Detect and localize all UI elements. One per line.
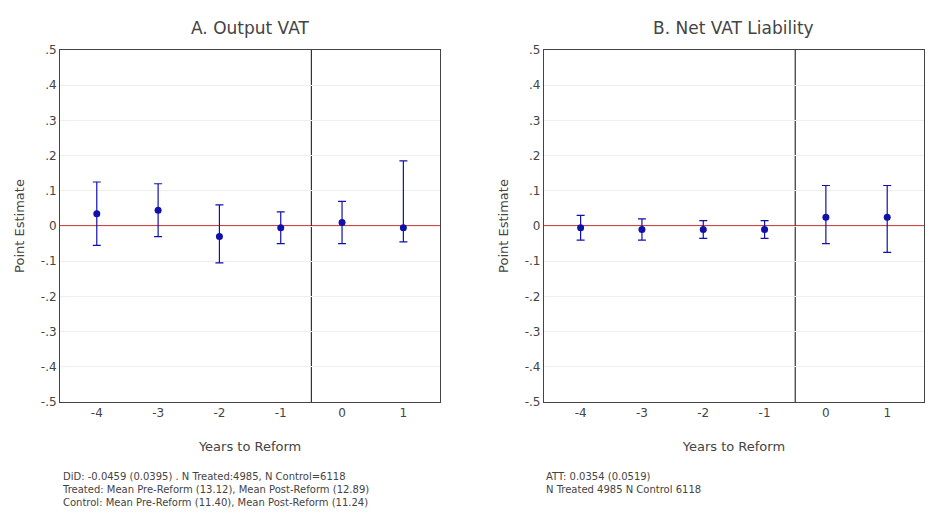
svg-text:.1: .1 [529, 184, 540, 198]
svg-text:Years to Reform: Years to Reform [682, 439, 785, 454]
svg-text:.5: .5 [529, 43, 540, 57]
svg-text:-3: -3 [152, 406, 164, 420]
svg-text:-4: -4 [575, 406, 587, 420]
svg-text:.3: .3 [529, 114, 540, 128]
svg-text:ATT: 0.0354 (0.0519)N Treated: ATT: 0.0354 (0.0519)N Treated 4985 N Con… [546, 471, 701, 495]
svg-text:0: 0 [822, 406, 830, 420]
svg-text:-.5: -.5 [41, 395, 57, 409]
svg-text:Point Estimate: Point Estimate [12, 179, 27, 273]
svg-text:.5: .5 [45, 43, 56, 57]
svg-text:.4: .4 [45, 78, 56, 92]
svg-text:-2: -2 [213, 406, 225, 420]
svg-text:-1: -1 [759, 406, 771, 420]
svg-text:0: 0 [533, 219, 541, 233]
svg-text:1: 1 [883, 406, 891, 420]
svg-text:-.1: -.1 [41, 254, 57, 268]
svg-text:.4: .4 [529, 78, 540, 92]
svg-text:-2: -2 [697, 406, 709, 420]
svg-text:0: 0 [338, 406, 346, 420]
svg-text:-.4: -.4 [41, 360, 57, 374]
svg-text:.1: .1 [45, 184, 56, 198]
svg-text:Years to Reform: Years to Reform [198, 439, 301, 454]
svg-text:-.3: -.3 [525, 325, 541, 339]
svg-text:1: 1 [400, 406, 408, 420]
svg-text:-4: -4 [91, 406, 103, 420]
svg-text:B. Net VAT Liability: B. Net VAT Liability [653, 18, 814, 38]
svg-text:-.1: -.1 [525, 254, 541, 268]
svg-text:A. Output VAT: A. Output VAT [191, 18, 309, 38]
svg-text:0: 0 [49, 219, 57, 233]
svg-text:-.2: -.2 [41, 290, 57, 304]
svg-text:-.5: -.5 [525, 395, 541, 409]
svg-text:-.4: -.4 [525, 360, 541, 374]
svg-text:.2: .2 [45, 149, 56, 163]
svg-text:-.3: -.3 [41, 325, 57, 339]
svg-text:.2: .2 [529, 149, 540, 163]
svg-text:-1: -1 [275, 406, 287, 420]
svg-text:DiD: -0.0459 (0.0395) . N Trea: DiD: -0.0459 (0.0395) . N Treated:4985, … [62, 471, 369, 508]
svg-text:-3: -3 [636, 406, 648, 420]
svg-text:.3: .3 [45, 114, 56, 128]
svg-text:Point Estimate: Point Estimate [496, 179, 511, 273]
svg-text:-.2: -.2 [525, 290, 541, 304]
